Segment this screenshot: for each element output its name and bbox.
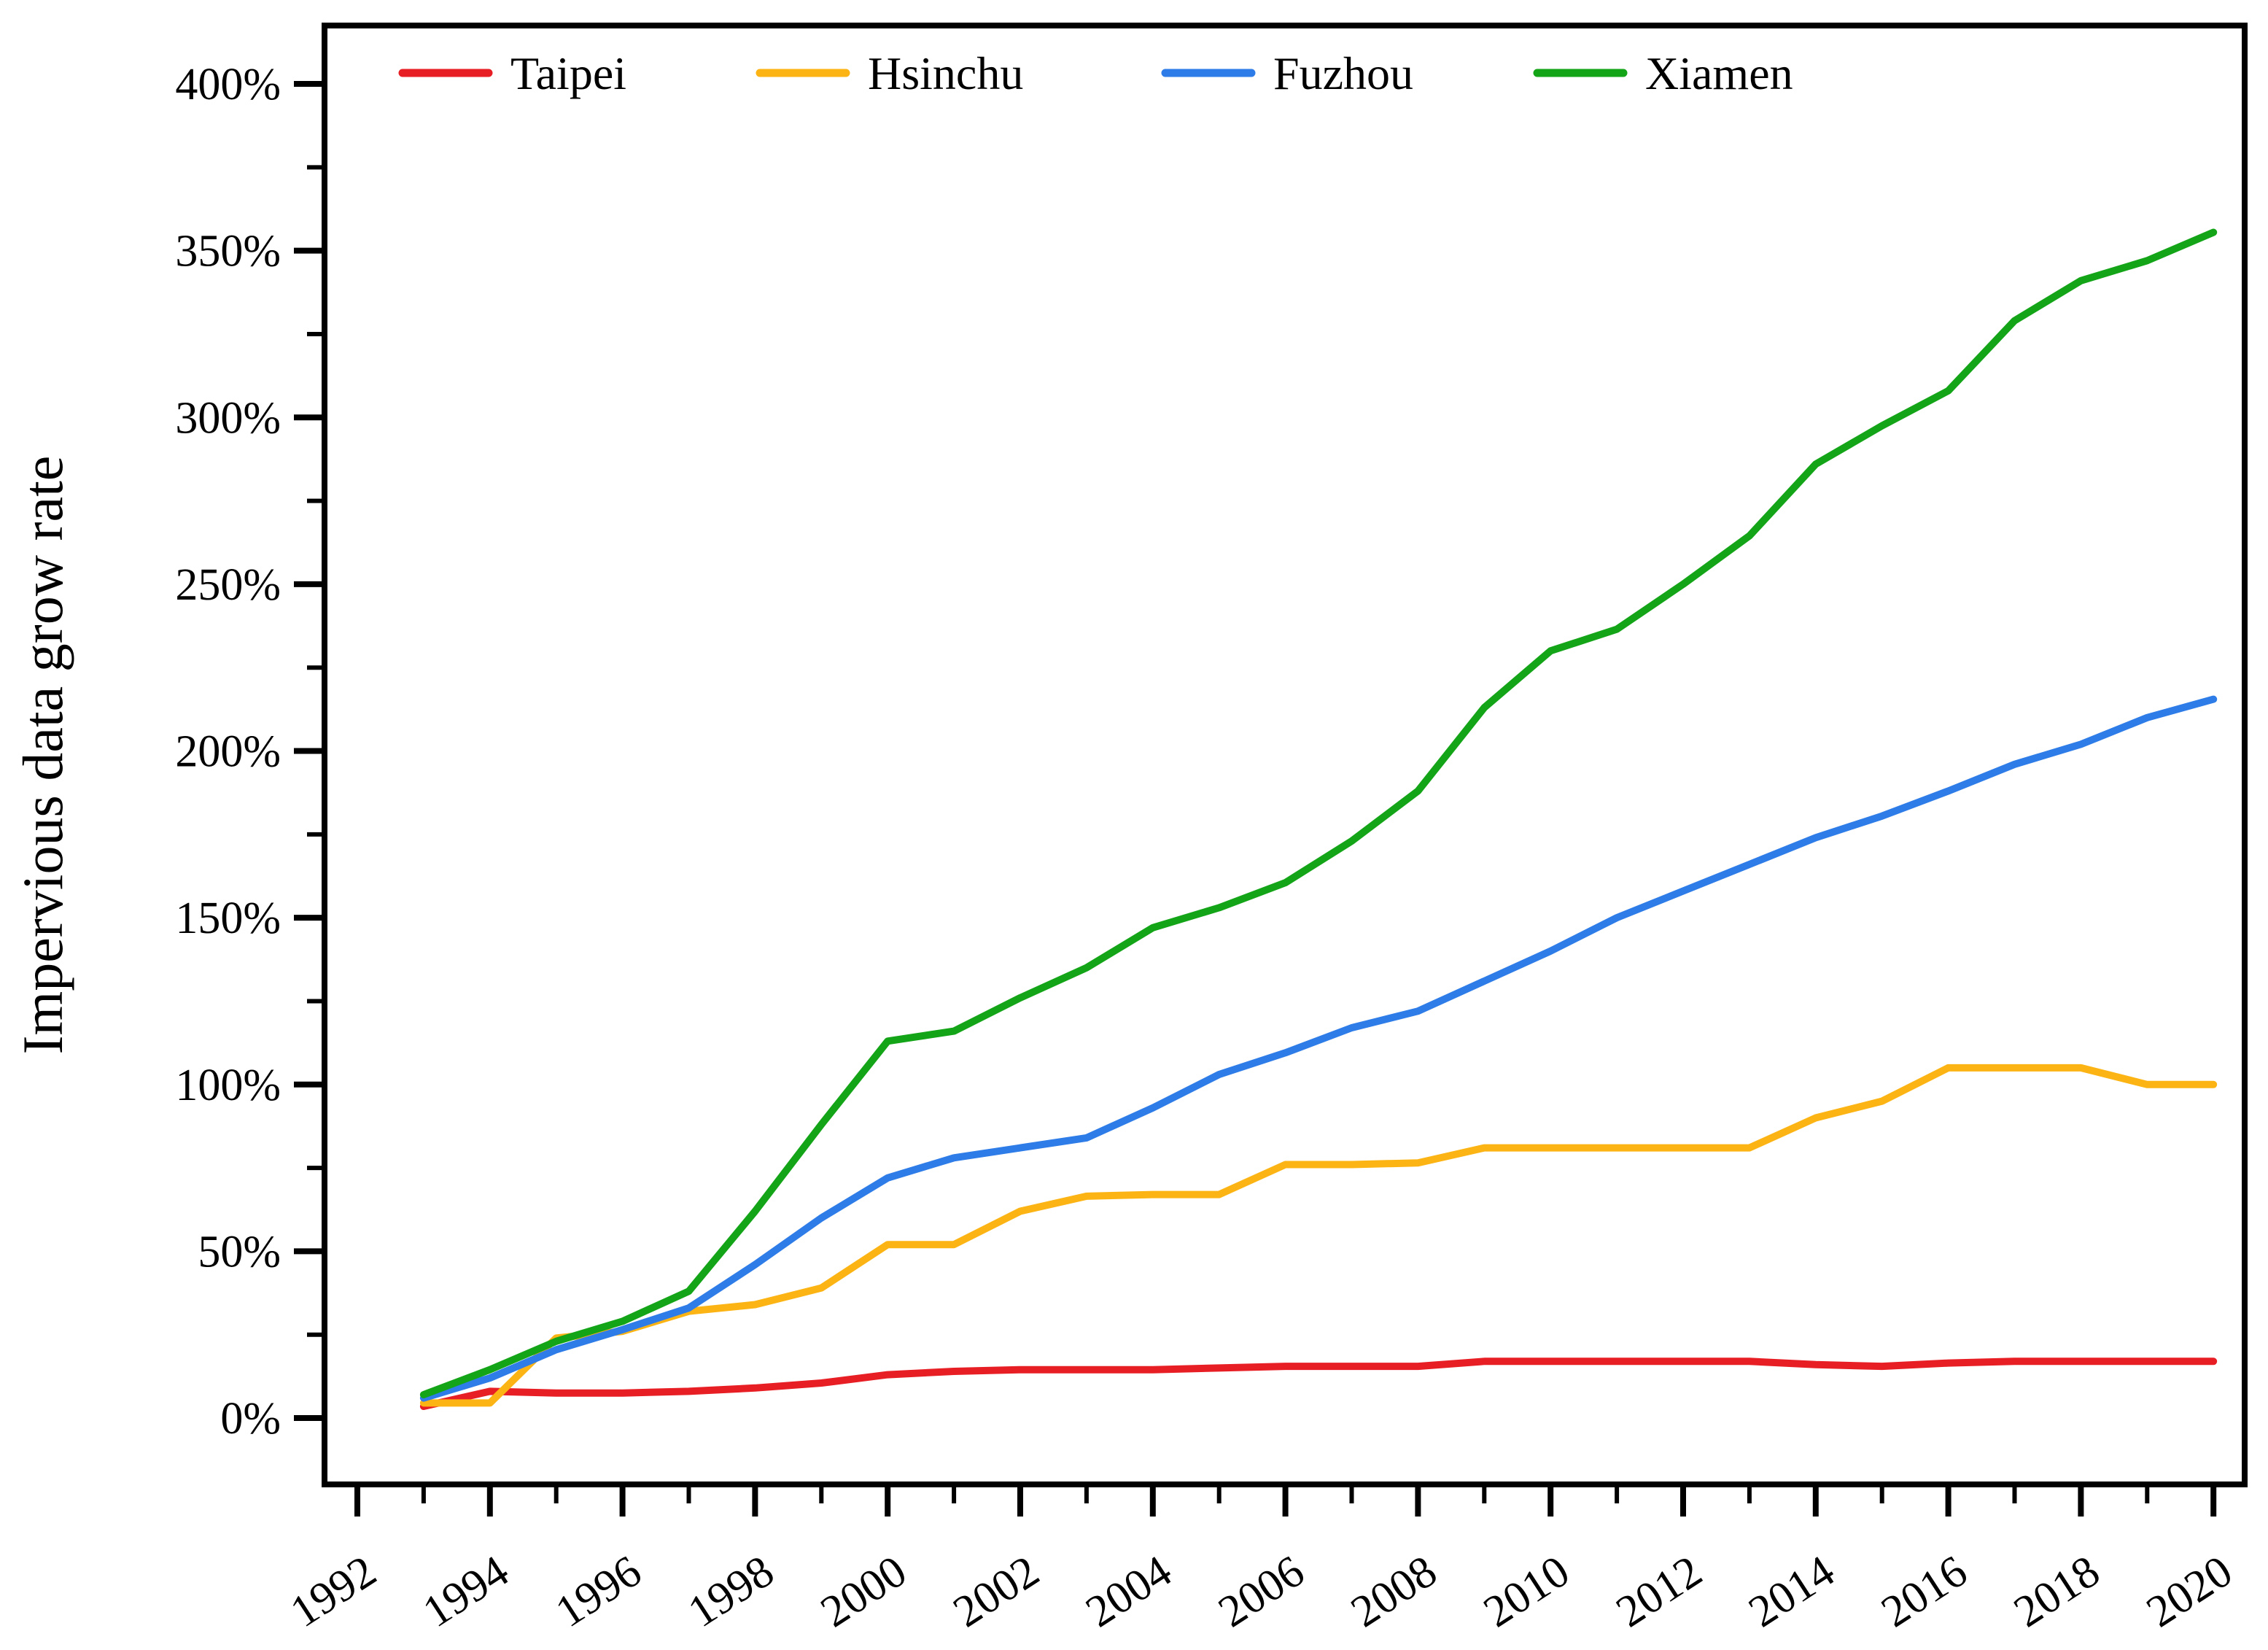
x-tick-label: 2002 [945,1546,1048,1638]
x-tick-label: 1994 [414,1546,517,1638]
x-tick-label: 2014 [1740,1546,1843,1638]
x-tick-label: 1998 [680,1546,782,1638]
y-tick-label: 50% [198,1227,281,1277]
x-tick-label: 2004 [1077,1546,1180,1638]
legend-item-taipei: Taipei [398,47,626,99]
x-tick-label: 2020 [2138,1546,2241,1638]
legend: Taipei Hsinchu Fuzhou Xiamen [398,47,1793,99]
legend-label: Hsinchu [868,47,1023,99]
legend-item-fuzhou: Fuzhou [1161,47,1413,99]
x-tick-label: 2010 [1475,1546,1578,1638]
x-axis-ticks [354,1484,2217,1517]
y-tick-label: 0% [220,1394,281,1444]
x-tick-labels: 1992 1994 1996 1998 2000 2002 2004 2006 2008 2010… [282,1546,2241,1638]
x-tick-label: 2012 [1608,1546,1711,1638]
y-tick-label: 350% [175,227,281,276]
x-tick-label: 1992 [282,1546,385,1638]
series-line-xiamen [419,228,2218,1398]
x-tick-label: 1996 [547,1546,650,1638]
y-tick-labels: 0% 50% 100% 150% 200% 250% 300% 350% 400% [175,60,281,1444]
legend-label: Taipei [510,47,626,99]
series-line-taipei [419,1357,2218,1410]
x-tick-label: 2016 [1873,1546,1976,1638]
series-line-fuzhou [419,695,2218,1402]
x-tick-label: 2000 [812,1546,915,1638]
y-tick-label: 250% [175,560,281,610]
legend-item-hsinchu: Hsinchu [756,47,1023,99]
y-tick-label: 200% [175,727,281,777]
plot-frame [322,23,2248,1487]
series-line-hsinchu [419,1064,2218,1407]
y-tick-label: 100% [175,1061,281,1110]
y-axis-title: Impervious data grow rate [11,456,74,1055]
y-axis-ticks [294,81,325,1421]
x-tick-label: 2008 [1343,1546,1445,1638]
data-series [419,228,2218,1410]
y-tick-label: 300% [175,393,281,443]
x-tick-label: 2006 [1210,1546,1313,1638]
y-tick-label: 400% [175,60,281,109]
legend-label: Fuzhou [1273,47,1413,99]
y-tick-label: 150% [175,894,281,943]
x-tick-label: 2018 [2005,1546,2108,1638]
legend-label: Xiamen [1645,47,1793,99]
legend-item-xiamen: Xiamen [1533,47,1793,99]
